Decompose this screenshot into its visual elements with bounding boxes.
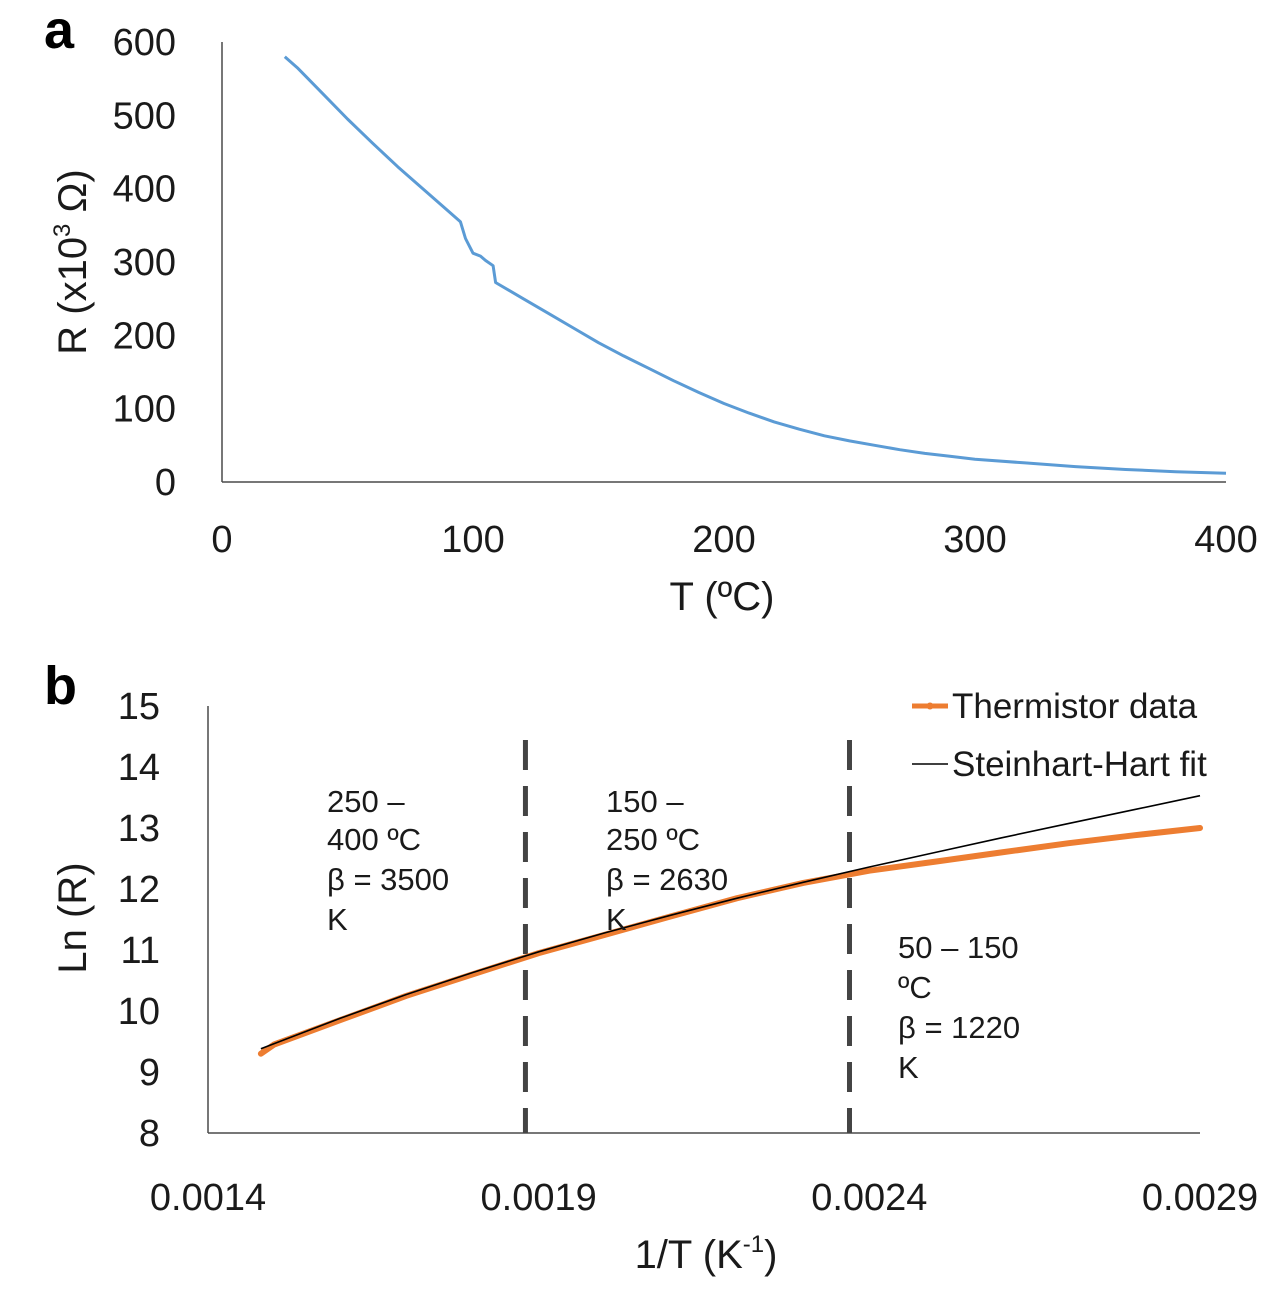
- anno-3-line-3: β = 1220: [898, 1010, 1020, 1045]
- a-y-tick-100: 100: [113, 389, 176, 431]
- annotation-50-150: 50 – 150 ºC β = 1220 K: [898, 930, 1020, 1085]
- b-y-tick-14: 14: [118, 747, 160, 789]
- legend-label-thermistor: Thermistor data: [952, 687, 1198, 726]
- b-y-tick-15: 15: [118, 686, 160, 728]
- anno-1-line-2: 400 ºC: [327, 822, 421, 857]
- legend-label-fit: Steinhart-Hart fit: [952, 745, 1207, 784]
- a-y-label-part-3: Ω): [51, 169, 95, 223]
- a-x-tick-100: 100: [441, 519, 504, 561]
- b-y-tick-12: 12: [118, 869, 160, 911]
- b-x-tick-labels: 0.0014 0.0019 0.0024 0.0029: [150, 1177, 1258, 1219]
- b-y-tick-13: 13: [118, 808, 160, 850]
- panel-a-letter: a: [44, 0, 75, 60]
- a-y-label-superscript: 3: [49, 224, 76, 237]
- annotation-250-400: 250 – 400 ºC β = 3500 K: [327, 784, 449, 937]
- a-y-tick-500: 500: [113, 95, 176, 137]
- a-x-tick-labels: 0 100 200 300 400: [211, 519, 1257, 561]
- a-y-tick-400: 400: [113, 169, 176, 211]
- b-y-axis-label: Ln (R): [51, 862, 95, 973]
- a-x-tick-200: 200: [692, 519, 755, 561]
- a-x-tick-300: 300: [943, 519, 1006, 561]
- b-x-tick-0.0029: 0.0029: [1142, 1177, 1258, 1219]
- b-x-label-superscript: -1: [743, 1231, 764, 1258]
- b-y-tick-labels: 8 9 10 11 12 13 14 15: [118, 686, 160, 1155]
- anno-1-line-3: β = 3500: [327, 862, 449, 897]
- anno-3-line-1: 50 – 150: [898, 930, 1019, 965]
- a-x-tick-0: 0: [211, 519, 232, 561]
- legend-marker-thermistor: [926, 702, 934, 710]
- a-y-label-part-1: R (x10: [51, 237, 95, 355]
- b-legend: Thermistor data Steinhart-Hart fit: [912, 687, 1207, 784]
- b-y-tick-8: 8: [139, 1113, 160, 1155]
- anno-2-line-4: K: [606, 902, 627, 937]
- anno-1-line-1: 250 –: [327, 784, 405, 819]
- a-series-line: [283, 55, 1227, 475]
- anno-3-line-2: ºC: [898, 970, 932, 1005]
- b-y-tick-9: 9: [139, 1052, 160, 1094]
- annotation-150-250: 150 – 250 ºC β = 2630 K: [606, 784, 728, 937]
- panel-b-letter: b: [44, 656, 77, 716]
- a-y-tick-300: 300: [113, 242, 176, 284]
- a-y-tick-labels: 0 100 200 300 400 500 600: [113, 22, 176, 504]
- b-y-tick-10: 10: [118, 991, 160, 1033]
- anno-2-line-2: 250 ºC: [606, 822, 700, 857]
- a-y-tick-600: 600: [113, 22, 176, 64]
- a-y-axis-label: R (x103 Ω): [49, 169, 95, 355]
- b-x-label-part-3: ): [764, 1233, 777, 1277]
- b-x-label-part-1: 1/T (K: [635, 1233, 744, 1277]
- b-x-axis-label: 1/T (K-1): [635, 1231, 778, 1277]
- b-range-dividers: [522, 740, 852, 1133]
- b-x-tick-0.0024: 0.0024: [811, 1177, 927, 1219]
- b-steinhart-hart-fit-line: [260, 794, 1201, 1050]
- a-x-axis-label: T (ºC): [670, 575, 775, 619]
- anno-3-line-4: K: [898, 1050, 919, 1085]
- anno-2-line-3: β = 2630: [606, 862, 728, 897]
- anno-1-line-4: K: [327, 902, 348, 937]
- a-x-tick-400: 400: [1194, 519, 1257, 561]
- a-y-tick-0: 0: [155, 462, 176, 504]
- b-y-tick-11: 11: [121, 930, 160, 972]
- anno-2-line-1: 150 –: [606, 784, 684, 819]
- a-y-tick-200: 200: [113, 315, 176, 357]
- b-x-tick-0.0019: 0.0019: [481, 1177, 597, 1219]
- b-x-tick-0.0014: 0.0014: [150, 1177, 266, 1219]
